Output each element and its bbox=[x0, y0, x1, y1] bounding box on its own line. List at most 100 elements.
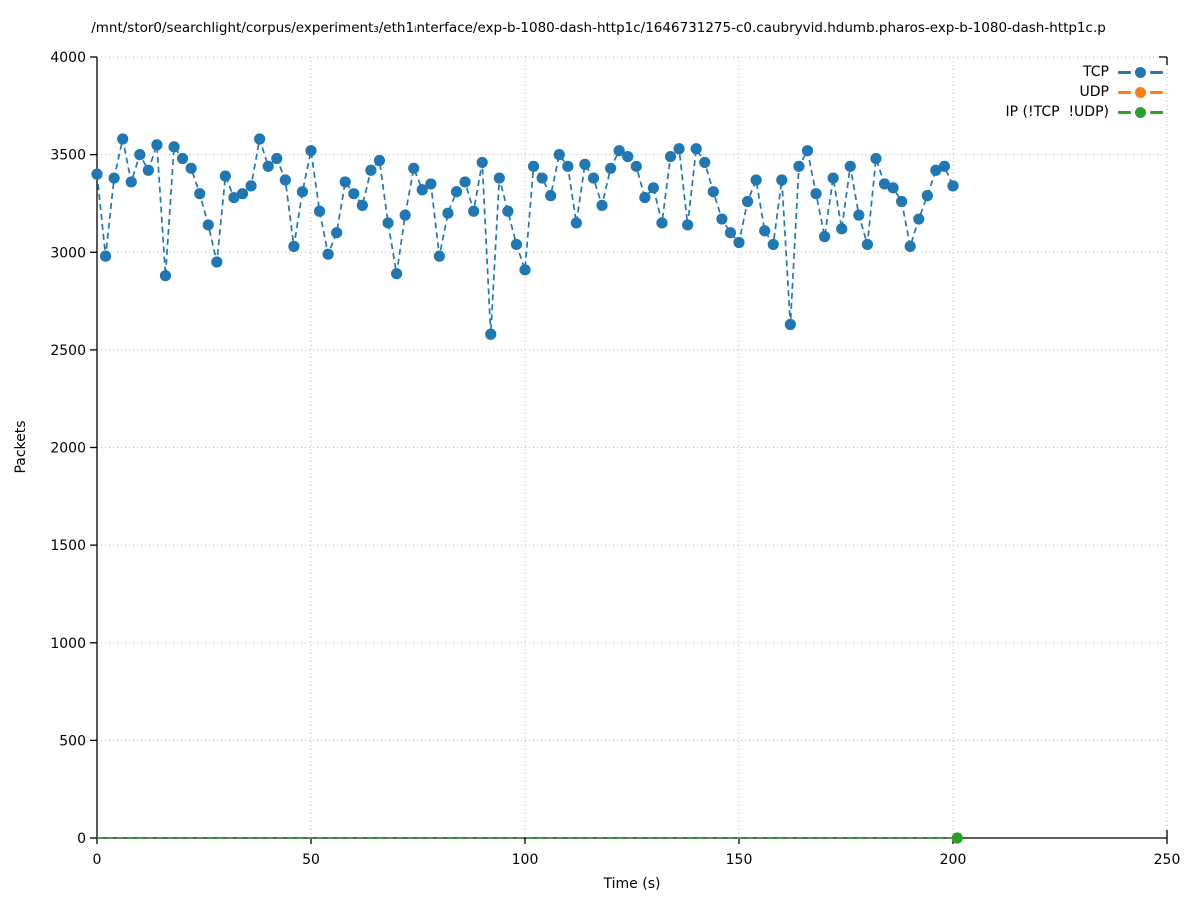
y-tick-label: 1500 bbox=[50, 538, 86, 554]
data-point bbox=[664, 150, 677, 163]
tick-labels: 0 50 100 150 200 2500500100015002000250030003… bbox=[50, 50, 1180, 868]
x-tick-label: 250 bbox=[1154, 852, 1181, 868]
data-point bbox=[793, 160, 805, 172]
data-point bbox=[425, 178, 437, 190]
data-point bbox=[947, 180, 959, 192]
data-point bbox=[245, 180, 257, 192]
x-axis-label: Time (s) bbox=[603, 876, 661, 892]
gridlines bbox=[97, 56, 1168, 838]
data-point bbox=[810, 188, 822, 200]
data-point bbox=[236, 188, 249, 200]
y-tick-label: 3000 bbox=[50, 245, 86, 261]
data-point bbox=[622, 150, 634, 163]
data-point bbox=[279, 174, 291, 186]
legend-label-tcp: TCP bbox=[1083, 64, 1109, 80]
series-ip-tcp-udp- bbox=[97, 832, 963, 844]
data-point bbox=[639, 191, 651, 204]
data-point bbox=[219, 170, 231, 182]
legend-label-ip: IP (!TCP !UDP) bbox=[1005, 104, 1110, 120]
data-point bbox=[673, 143, 685, 155]
data-point bbox=[262, 160, 274, 172]
legend-entry-udp: UDP bbox=[1006, 82, 1163, 102]
data-point bbox=[759, 225, 771, 237]
data-point bbox=[108, 172, 120, 184]
data-point bbox=[339, 176, 351, 188]
data-point bbox=[570, 217, 582, 229]
y-tick-label: 0 bbox=[77, 831, 86, 847]
data-point bbox=[134, 149, 146, 161]
data-point bbox=[151, 139, 163, 151]
data-point bbox=[853, 209, 865, 221]
data-point bbox=[682, 219, 694, 231]
data-point bbox=[382, 217, 394, 229]
data-point bbox=[844, 160, 856, 172]
legend-entry-ip: IP (!TCP !UDP) bbox=[1005, 102, 1163, 122]
data-point bbox=[211, 256, 223, 268]
y-tick-label: 2500 bbox=[50, 343, 86, 359]
data-point bbox=[202, 219, 214, 231]
data-point bbox=[322, 248, 334, 260]
data-point bbox=[177, 152, 189, 165]
data-point bbox=[733, 236, 745, 249]
data-point bbox=[185, 162, 197, 174]
data-point bbox=[767, 238, 779, 251]
data-point bbox=[613, 145, 625, 157]
data-point bbox=[938, 160, 951, 172]
data-point bbox=[510, 238, 523, 251]
y-tick-label: 4000 bbox=[50, 50, 86, 66]
data-point bbox=[399, 209, 411, 221]
x-tick-label: 200 bbox=[940, 852, 967, 868]
x-tick-label: 150 bbox=[726, 852, 753, 868]
legend-entry-tcp: TCP bbox=[1006, 62, 1163, 82]
data-point bbox=[784, 318, 796, 331]
data-point bbox=[476, 156, 488, 169]
data-point bbox=[305, 145, 317, 157]
data-point bbox=[450, 186, 463, 198]
data-point bbox=[519, 264, 531, 276]
data-point bbox=[296, 186, 309, 198]
data-point bbox=[288, 240, 300, 252]
data-point bbox=[91, 168, 103, 180]
data-point bbox=[433, 250, 445, 262]
data-point bbox=[254, 133, 266, 145]
data-point bbox=[921, 190, 933, 202]
data-point bbox=[228, 191, 240, 204]
chart-title: /mnt/stor0/searchlight/corpus/experiment… bbox=[91, 20, 1106, 36]
data-point bbox=[827, 172, 839, 184]
data-point bbox=[442, 207, 454, 219]
data-point bbox=[416, 184, 428, 196]
legend-label-udp: UDP bbox=[1079, 84, 1109, 100]
data-point bbox=[878, 178, 891, 190]
data-point bbox=[913, 213, 925, 225]
data-point bbox=[776, 174, 788, 186]
data-point bbox=[142, 164, 154, 176]
data-point bbox=[545, 190, 557, 202]
y-axis-label: Packets bbox=[13, 420, 29, 474]
data-point bbox=[331, 227, 343, 239]
data-point bbox=[168, 141, 180, 153]
data-point bbox=[630, 160, 642, 172]
data-point bbox=[408, 162, 420, 174]
y-tick-label: 2000 bbox=[50, 441, 86, 457]
data-point bbox=[502, 205, 514, 217]
data-point bbox=[605, 162, 617, 174]
data-point bbox=[356, 199, 368, 211]
data-point bbox=[656, 217, 668, 229]
data-point bbox=[485, 328, 497, 340]
data-point bbox=[887, 182, 899, 194]
data-point bbox=[896, 195, 908, 208]
y-tick-label: 1000 bbox=[50, 636, 86, 652]
data-point bbox=[861, 238, 874, 251]
legend-marker-tcp-icon bbox=[1118, 66, 1163, 78]
data-point bbox=[724, 227, 737, 239]
data-point bbox=[596, 199, 608, 211]
legend-marker-ip-icon bbox=[1118, 106, 1163, 118]
data-point bbox=[741, 195, 754, 208]
data-point bbox=[99, 250, 112, 262]
data-point bbox=[699, 156, 711, 169]
y-tick-label: 3500 bbox=[50, 148, 86, 164]
y-tick-label: 500 bbox=[59, 733, 86, 749]
data-point bbox=[930, 164, 942, 176]
data-point bbox=[271, 152, 283, 165]
